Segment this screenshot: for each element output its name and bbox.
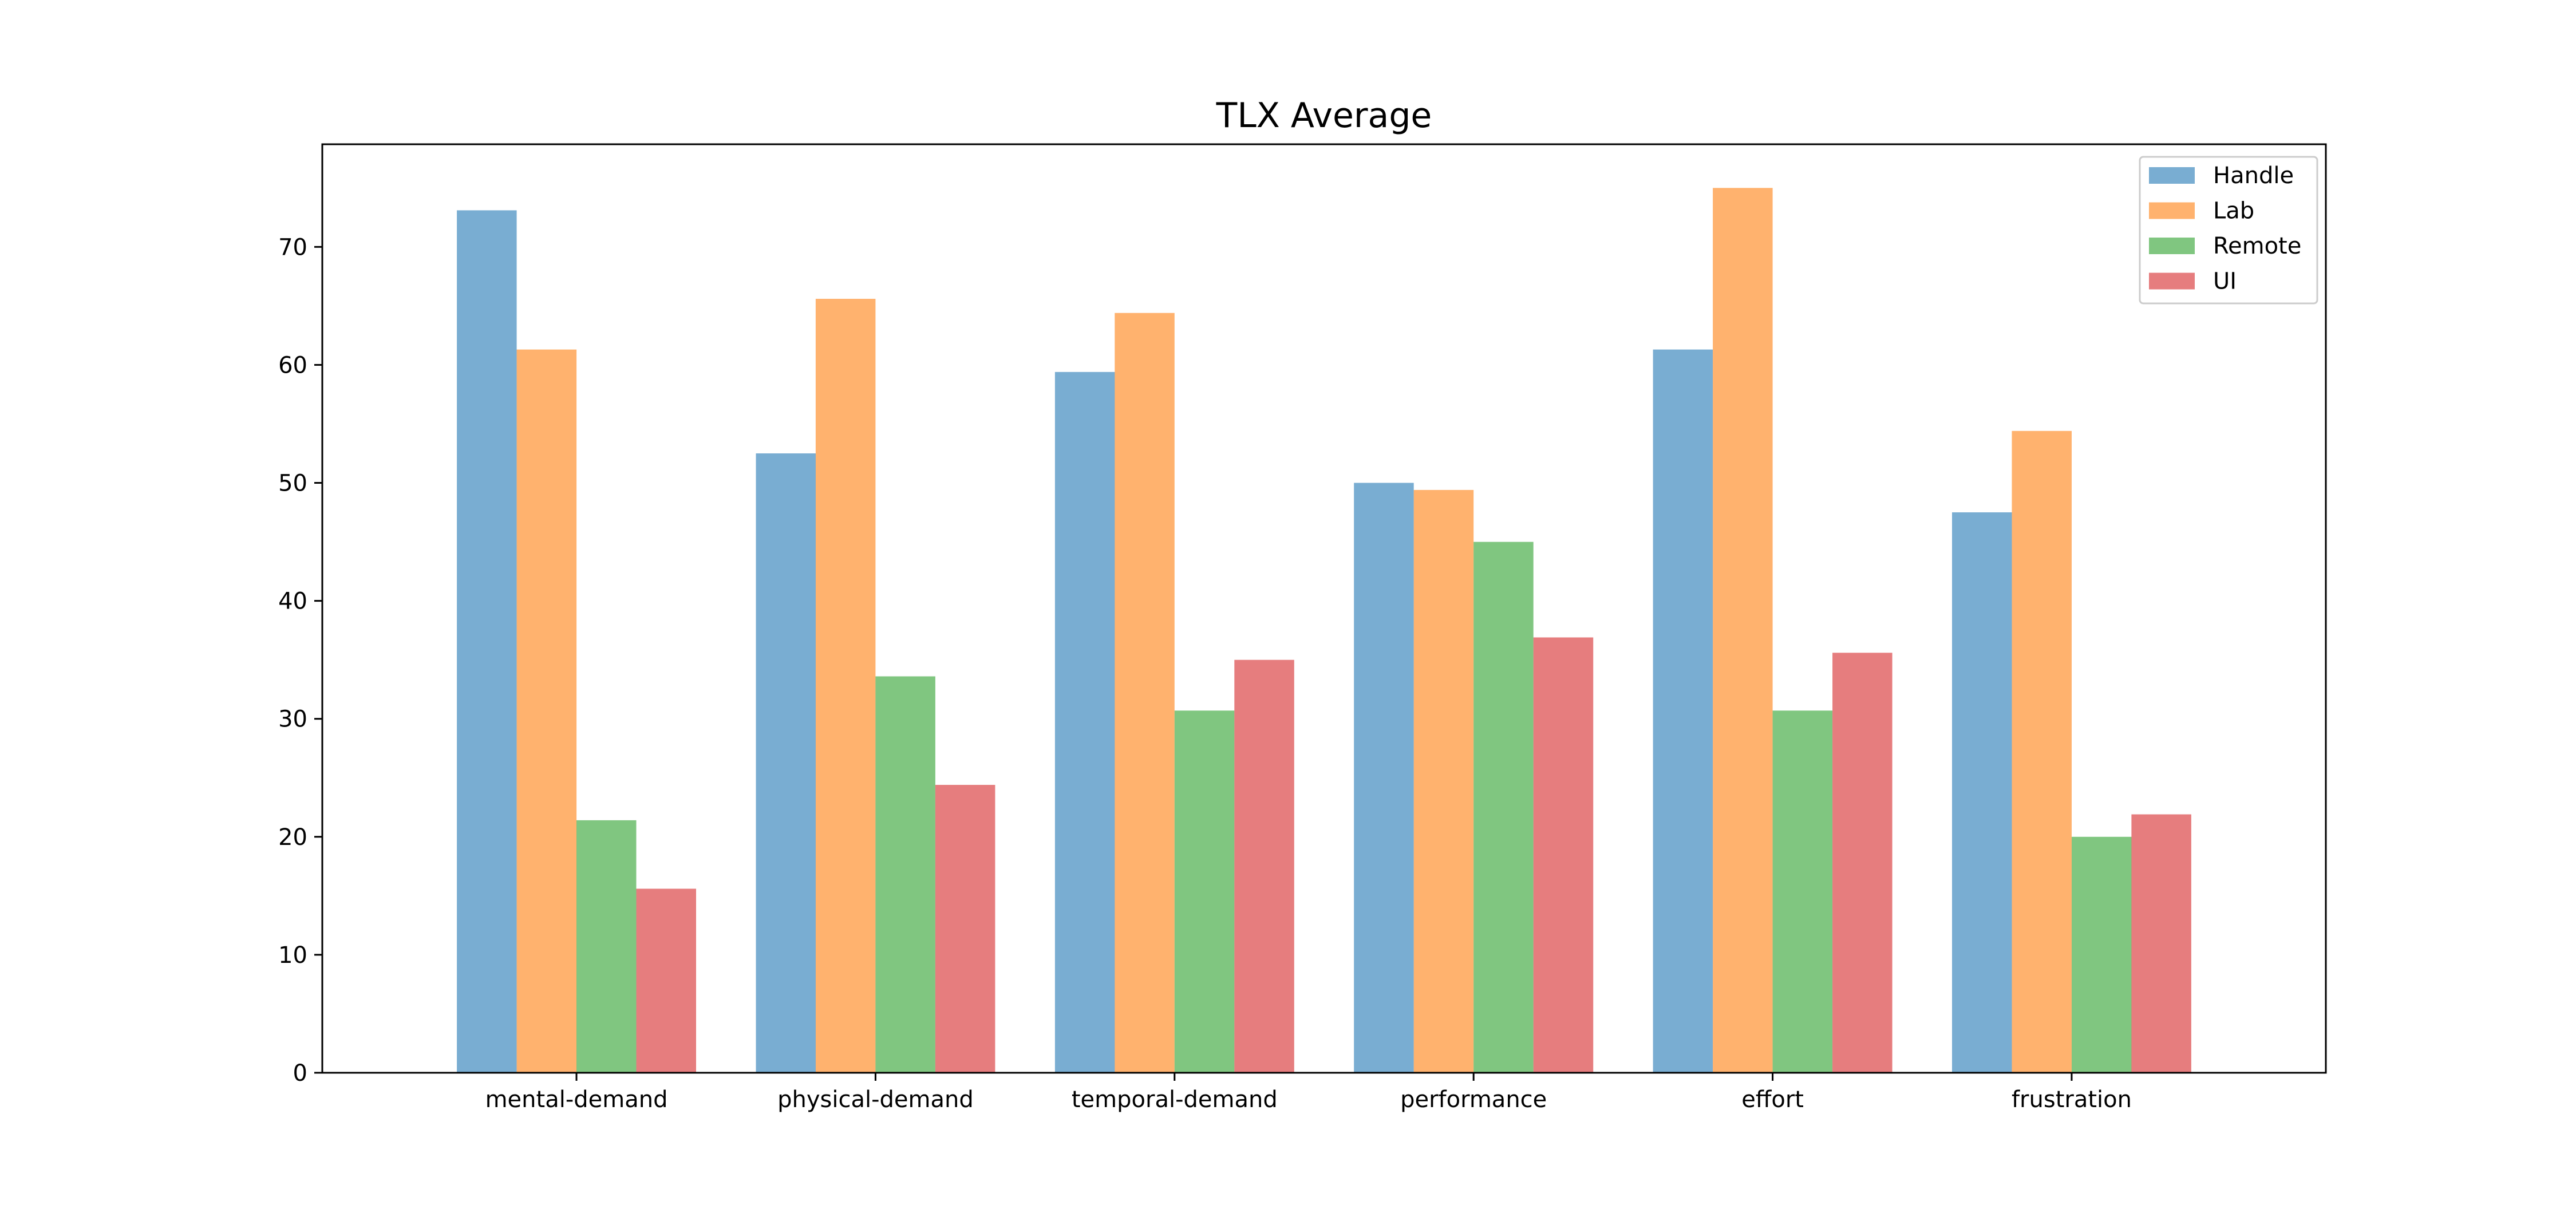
bar-handle-effort xyxy=(1653,349,1713,1073)
bar-handle-temporal-demand xyxy=(1054,372,1115,1073)
bar-lab-effort xyxy=(1713,188,1773,1073)
bar-lab-temporal-demand xyxy=(1115,313,1175,1073)
y-tick-label: 60 xyxy=(278,352,307,378)
bar-ui-mental-demand xyxy=(636,888,696,1073)
bar-remote-effort xyxy=(1772,710,1833,1073)
legend-label-handle: Handle xyxy=(2213,163,2294,189)
plot-area-frame xyxy=(321,143,2327,1074)
legend-label-lab: Lab xyxy=(2213,198,2254,224)
legend-box xyxy=(2139,156,2318,305)
y-tick-label: 40 xyxy=(278,588,307,615)
bar-ui-frustration xyxy=(2131,814,2191,1073)
bar-remote-physical-demand xyxy=(875,676,935,1073)
bar-ui-physical-demand xyxy=(935,785,995,1073)
y-tick-label: 10 xyxy=(278,942,307,969)
bar-remote-temporal-demand xyxy=(1174,710,1235,1073)
bar-remote-mental-demand xyxy=(576,820,637,1073)
bar-remote-frustration xyxy=(2072,836,2132,1073)
legend-label-remote: Remote xyxy=(2213,233,2301,259)
y-tick-label: 50 xyxy=(278,471,307,497)
legend-swatch-remote xyxy=(2149,238,2195,254)
bar-ui-performance xyxy=(1533,637,1594,1073)
x-tick-label: frustration xyxy=(2012,1087,2132,1113)
bar-ui-effort xyxy=(1832,653,1893,1073)
chart-title: TLX Average xyxy=(1216,96,1432,136)
y-tick-label: 20 xyxy=(278,824,307,851)
legend-label-ui: UI xyxy=(2213,268,2237,295)
legend-swatch-ui xyxy=(2149,272,2195,290)
bar-ui-temporal-demand xyxy=(1234,659,1294,1073)
legend-swatch-handle xyxy=(2149,167,2195,184)
x-tick-label: effort xyxy=(1741,1087,1804,1113)
bar-lab-performance xyxy=(1413,489,1474,1073)
y-tick-label: 0 xyxy=(293,1060,307,1087)
bar-handle-frustration xyxy=(1952,512,2012,1073)
y-tick-label: 30 xyxy=(278,706,307,733)
x-tick-label: temporal-demand xyxy=(1072,1087,1278,1113)
x-tick-label: physical-demand xyxy=(777,1087,974,1113)
bar-lab-frustration xyxy=(2012,430,2072,1073)
bar-lab-physical-demand xyxy=(815,299,876,1073)
legend-swatch-lab xyxy=(2149,202,2195,219)
y-tick-label: 70 xyxy=(278,234,307,260)
bar-lab-mental-demand xyxy=(516,349,577,1073)
bar-handle-mental-demand xyxy=(457,210,517,1073)
bar-handle-physical-demand xyxy=(756,453,816,1073)
x-tick-label: performance xyxy=(1400,1087,1547,1113)
bar-remote-performance xyxy=(1473,542,1534,1073)
x-tick-label: mental-demand xyxy=(485,1087,668,1113)
bar-handle-performance xyxy=(1354,483,1414,1073)
